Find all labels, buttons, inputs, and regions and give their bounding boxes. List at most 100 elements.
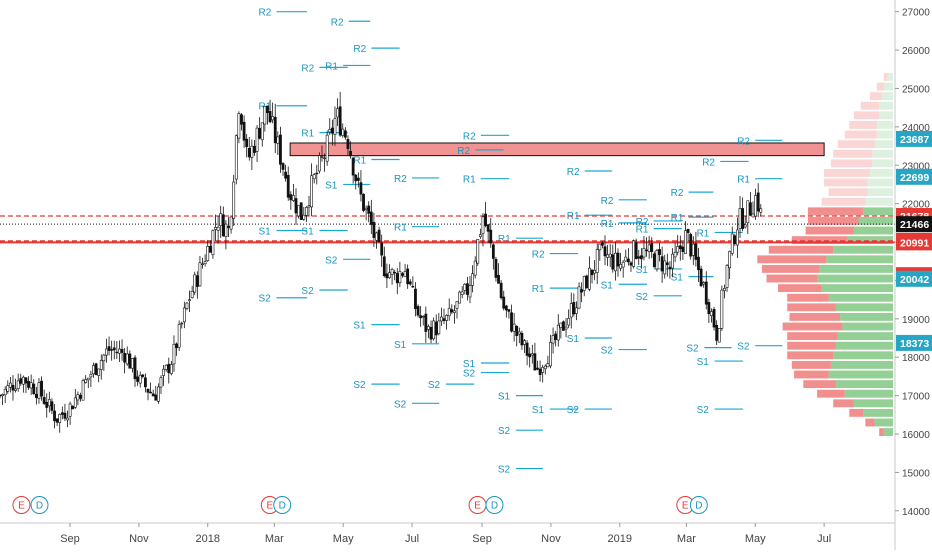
candle-body [551,335,555,344]
candle-body [730,233,734,254]
candle-body [53,410,56,422]
profile-bar-up [828,370,893,379]
candle-body [756,192,760,212]
candle-body [364,207,368,210]
pivot-label: R1 [301,129,314,140]
price-badge-label: 22699 [900,172,929,184]
candle-body [195,275,199,287]
candle-body [105,348,108,356]
candle-body [424,313,428,332]
candle-body [286,174,290,198]
pivot-label: S2 [498,465,511,476]
candle-body [562,321,565,331]
candle-body [572,302,576,315]
event-marker-earnings[interactable] [12,496,31,514]
candle-body [564,326,568,330]
candle-body [315,172,319,175]
price-badge-label: 18373 [900,338,929,350]
profile-bar-up [847,236,893,245]
candle-body [240,114,243,125]
candle-body [193,274,197,293]
candle-body [559,322,563,328]
event-marker-dividend[interactable] [273,496,292,514]
event-marker-dividend[interactable] [485,496,504,514]
candle-body [499,282,503,299]
candle-body [432,320,436,340]
pivot-label: R1 [671,213,684,224]
candle-body [144,377,147,388]
price-badge [896,168,932,185]
candle-body [271,116,275,121]
candle-body [743,224,747,228]
profile-bar-up [870,168,893,177]
candle-body [613,252,617,272]
profile-bar-down [833,149,873,158]
candle-body [66,417,69,421]
candle-body [229,216,233,230]
candle-body [543,365,547,370]
pivot-label: R2 [463,131,476,142]
candle-body [151,393,155,397]
candle-body [8,382,12,388]
pivot-label: S1 [601,280,614,291]
event-marker-dividend[interactable] [689,496,708,514]
candle-body [728,251,732,269]
candle-body [29,382,33,389]
profile-bar-down [824,168,870,177]
profile-bar-up [872,149,893,158]
candle-body [47,399,51,407]
candle-body [530,353,534,356]
candle-body [131,358,134,369]
time-tick-label: May [333,533,354,545]
pivot-label: S1 [463,359,476,370]
price-tick-label: 14000 [902,507,930,518]
candle-body [603,246,607,257]
profile-bar-up [883,82,893,91]
candle-body [182,307,186,323]
profile-bar-up [819,264,893,273]
pivot-label: R1 [353,155,366,166]
candle-body [471,273,474,286]
time-axis[interactable]: Sep Nov 2018 Mar May Jul Sep Nov 2019 Mar May Jul [0,522,895,545]
candle-body [556,324,560,341]
candle-body [208,246,212,253]
candle-body [159,377,163,388]
candle-body [567,318,571,326]
candle-body [414,288,417,309]
candle-body [346,139,350,149]
pivot-label: S1 [259,227,272,238]
candle-body [510,312,513,332]
pivot-label: R2 [457,146,470,157]
candle-body [367,205,371,214]
profile-bar-up [858,216,893,225]
profile-bar-up [876,121,893,129]
candle-body [273,116,277,144]
candle-body [136,376,140,382]
pivot-label: S2 [353,380,366,391]
event-marker-label: E [682,501,689,512]
candle-body [678,245,682,250]
candle-body [712,309,716,328]
time-tick-label: Sep [472,533,492,545]
profile-bar-down [860,101,880,110]
pivot-label: S1 [532,405,545,416]
profile-bar-up [830,360,893,369]
time-tick-label: Jul [405,533,419,545]
candle-body [21,376,25,385]
candle-body [398,271,402,284]
event-marker-dividend[interactable] [30,496,49,514]
time-tick-label: Mar [677,533,696,545]
candle-body [281,163,285,170]
candle-body [206,245,210,261]
candle-body [427,326,430,330]
pivot-label: R1 [394,223,407,234]
profile-bar-up [881,92,893,101]
price-tick-label: 17000 [902,392,930,403]
candle-body [434,321,438,336]
profile-bar-up [840,312,893,321]
profile-bar-up [879,111,893,120]
profile-bar-down [789,312,841,321]
event-markers[interactable]: E DE D E D E D [12,496,708,514]
